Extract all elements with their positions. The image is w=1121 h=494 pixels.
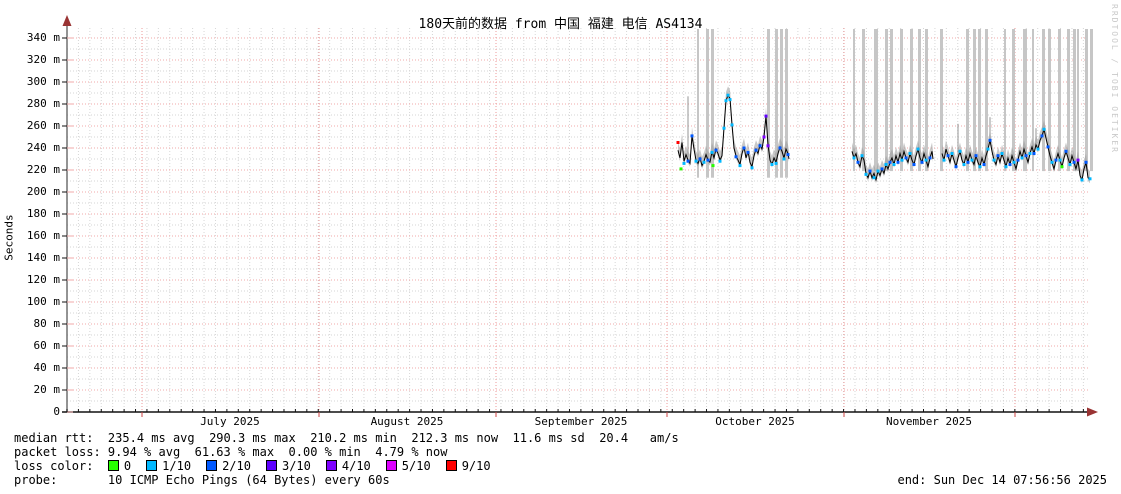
y-tick-label: 60 m [33,339,61,352]
y-tick-label: 200 m [26,185,60,198]
y-tick-label: 120 m [26,273,60,286]
loss-color-swatch [325,460,337,471]
y-tick-label: 180 m [26,207,60,220]
x-month-label: July 2025 [200,415,260,428]
chart-title: 180天前的数据 from 中国 福建 电信 AS4134 [418,17,703,32]
y-tick-label: 220 m [26,163,60,176]
y-tick-label: 20 m [33,383,61,396]
y-tick-label: 0 [53,405,60,418]
loss-color-swatch-label: 3/10 [281,459,311,473]
loss-color-swatch-label: 1/10 [162,459,192,473]
loss-color-swatch [385,460,397,471]
packet-loss-stats: packet loss: 9.94 % avg 61.63 % max 0.00… [14,445,448,459]
x-month-label: October 2025 [715,415,795,428]
y-tick-label: 160 m [26,229,60,242]
y-tick-label: 40 m [33,361,61,374]
chart-legend: median rtt: 235.4 ms avg 290.3 ms max 21… [14,431,679,487]
y-tick-label: 80 m [33,317,61,330]
loss-color-swatch [445,460,457,471]
end-timestamp: end: Sun Dec 14 07:56:56 2025 [897,473,1107,487]
y-tick-label: 300 m [26,75,60,88]
loss-color-swatch [107,460,119,471]
loss-color-swatch [146,460,158,471]
y-tick-label: 340 m [26,31,60,44]
loss-color-swatch-label: 5/10 [401,459,431,473]
rrdtool-watermark: RRDTOOL / TOBI OETIKER [1110,4,1119,154]
y-tick-label: 320 m [26,53,60,66]
loss-color-swatch-label: 4/10 [341,459,371,473]
y-tick-label: 240 m [26,141,60,154]
loss-color-swatches: 0 1/10 2/10 3/10 4/10 5/10 9/10 [107,459,506,473]
x-month-label: August 2025 [370,415,444,428]
y-tick-label: 280 m [26,97,60,110]
x-month-label: November 2025 [885,415,973,428]
loss-color-swatch [206,460,218,471]
probe-info: probe: 10 ICMP Echo Pings (64 Bytes) eve… [14,473,390,487]
median-rtt-stats: median rtt: 235.4 ms avg 290.3 ms max 21… [14,431,679,445]
loss-color-swatch-label: 0 [123,459,132,473]
loss-color-swatch-label: 9/10 [461,459,491,473]
loss-color-legend: loss color: 0 1/10 2/10 3/10 4/10 5/10 9/10 [14,459,679,473]
y-tick-label: 260 m [26,119,60,132]
y-tick-label: 140 m [26,251,60,264]
loss-color-swatch-label: 2/10 [222,459,251,473]
loss-color-label: loss color: [14,459,108,473]
x-month-label: September 2025 [534,415,628,428]
loss-color-swatch [265,460,277,471]
y-tick-label: 100 m [26,295,60,308]
